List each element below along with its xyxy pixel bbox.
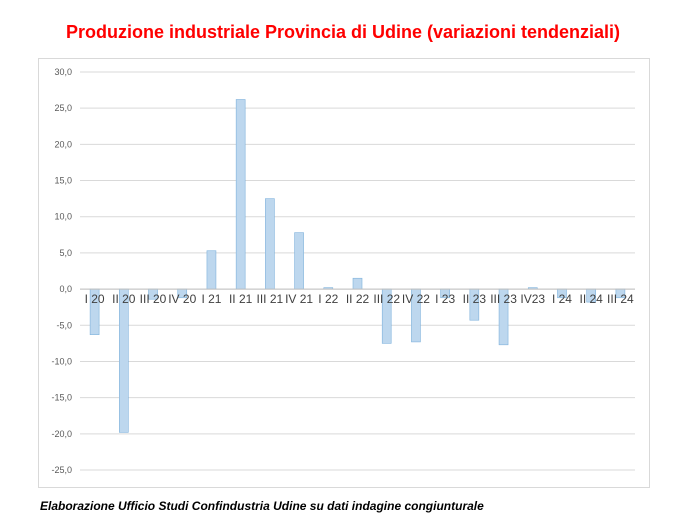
x-tick-label: III 20 [140,292,167,306]
bar-ii-22 [352,277,363,290]
y-tick-label: -10,0 [51,356,72,366]
x-tick-label: I 21 [201,292,221,306]
x-tick-label: II 21 [229,292,253,306]
y-tick-label: 20,0 [54,139,72,149]
chart-title: Produzione industriale Provincia di Udin… [65,22,621,42]
x-tick-label: I 24 [552,292,572,306]
x-tick-label: III 21 [257,292,284,306]
x-tick-label: I 22 [318,292,338,306]
y-tick-label: -15,0 [51,393,72,403]
x-tick-label: IV 22 [402,292,430,306]
x-tick-label: III 24 [607,292,634,306]
bar-iii-21 [265,198,275,290]
x-tick-label: II 22 [346,292,370,306]
x-tick-label: I 20 [85,292,105,306]
x-tick-label: IV23 [520,292,545,306]
y-tick-label: 5,0 [59,248,72,258]
bar-i-21 [206,250,217,290]
y-tick-label: 0,0 [59,284,72,294]
x-tick-label: IV 20 [168,292,196,306]
y-tick-label: 30,0 [54,67,72,77]
x-tick-label: II 24 [580,292,604,306]
y-tick-label: 25,0 [54,103,72,113]
y-tick-label: -20,0 [51,429,72,439]
x-tick-label: I 23 [435,292,455,306]
x-tick-label: II 20 [112,292,136,306]
y-tick-label: 15,0 [54,176,72,186]
y-tick-label: -5,0 [56,320,72,330]
source-footnote: Elaborazione Ufficio Studi Confindustria… [40,499,484,513]
bar-ii-21 [235,99,246,290]
x-tick-label: III 22 [373,292,400,306]
y-tick-label: -25,0 [51,465,72,475]
x-tick-label: III 23 [490,292,517,306]
chart-frame [38,58,650,488]
x-tick-label: II 23 [463,292,487,306]
y-tick-label: 10,0 [54,212,72,222]
bar-ii-20 [119,288,129,433]
bar-iv-21 [294,232,304,290]
x-tick-label: IV 21 [285,292,313,306]
